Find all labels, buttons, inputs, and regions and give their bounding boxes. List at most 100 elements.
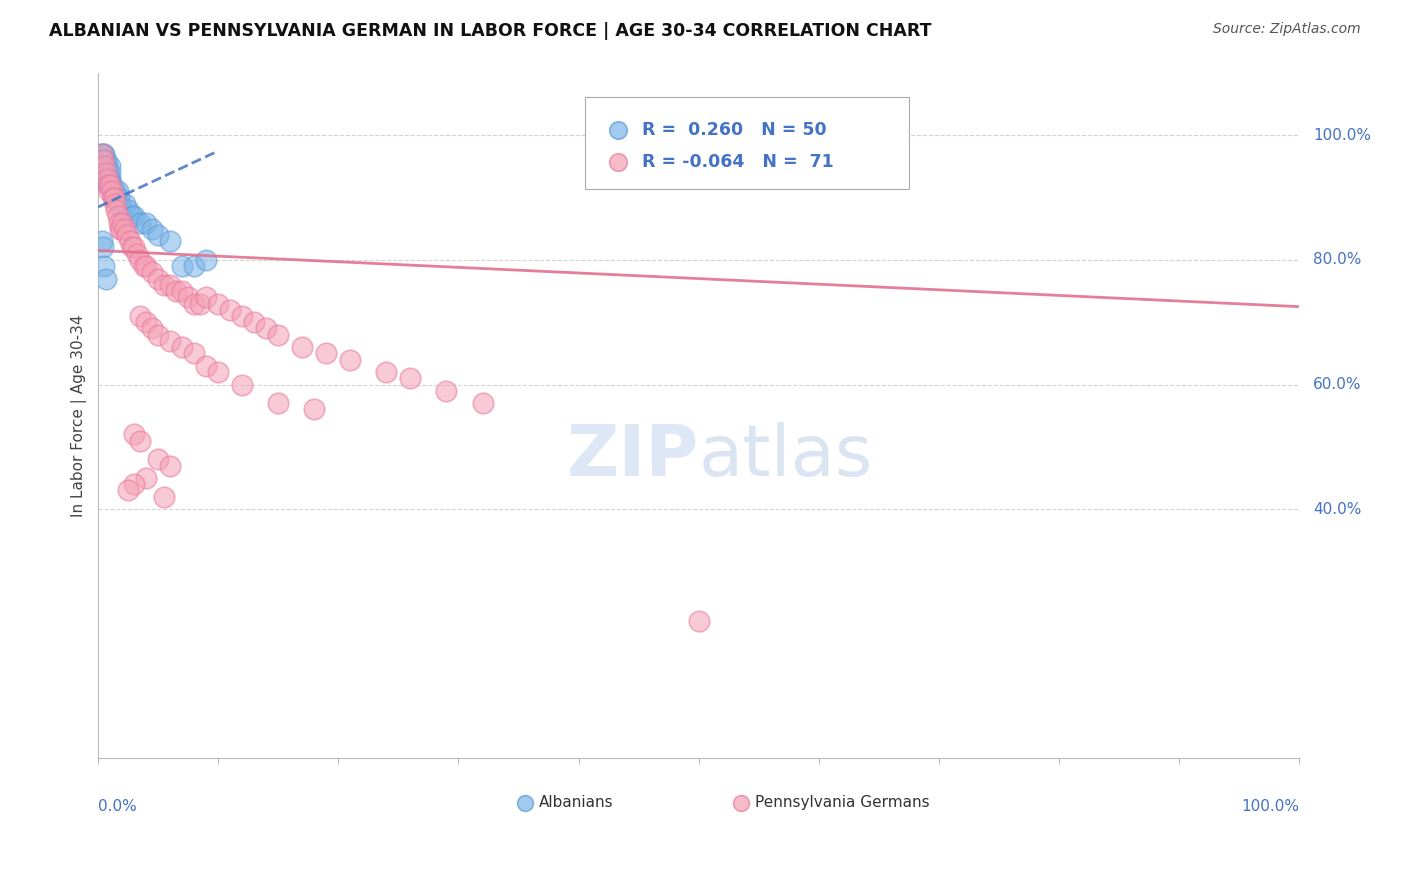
Point [94, 153, 117, 168]
Point [96, 166, 118, 180]
Point [107, 191, 129, 205]
Point [107, 215, 129, 229]
Point [291, 340, 314, 354]
Point [97, 172, 120, 186]
Point [93, 259, 115, 273]
Text: ALBANIAN VS PENNSYLVANIA GERMAN IN LABOR FORCE | AGE 30-34 CORRELATION CHART: ALBANIAN VS PENNSYLVANIA GERMAN IN LABOR… [49, 22, 932, 40]
Point [436, 384, 458, 398]
Point [148, 271, 170, 285]
Point [135, 259, 157, 273]
Point [243, 315, 266, 329]
Point [96, 160, 118, 174]
Point [183, 259, 205, 273]
Point [96, 172, 118, 186]
Point [108, 221, 131, 235]
Point [121, 209, 143, 223]
Point [141, 265, 163, 279]
Point [124, 427, 146, 442]
Point [207, 365, 229, 379]
Point [471, 396, 494, 410]
Point [117, 202, 139, 217]
Point [93, 160, 115, 174]
Point [195, 359, 218, 373]
Point [254, 321, 277, 335]
Point [688, 614, 710, 628]
Point [172, 259, 194, 273]
Text: Pennsylvania Germans: Pennsylvania Germans [755, 796, 929, 811]
Point [124, 477, 146, 491]
Point [91, 234, 114, 248]
Point [375, 365, 398, 379]
Point [159, 334, 181, 348]
Point [129, 434, 152, 448]
Point [118, 234, 141, 248]
Text: 0.0%: 0.0% [98, 799, 138, 814]
Point [159, 234, 181, 248]
Point [399, 371, 422, 385]
Point [91, 240, 114, 254]
Point [190, 296, 212, 310]
Point [93, 166, 115, 180]
Point [148, 327, 170, 342]
Point [153, 490, 176, 504]
Text: atlas: atlas [699, 422, 873, 491]
Point [195, 252, 218, 267]
Text: 40.0%: 40.0% [1313, 501, 1361, 516]
Point [94, 172, 117, 186]
Point [98, 172, 121, 186]
Point [219, 302, 242, 317]
Point [101, 191, 124, 205]
Point [117, 483, 139, 498]
Point [105, 191, 128, 205]
Point [91, 160, 114, 174]
Point [103, 191, 125, 205]
Point [207, 296, 229, 310]
Point [148, 452, 170, 467]
Point [105, 202, 128, 217]
Point [108, 197, 131, 211]
Point [135, 315, 157, 329]
Point [97, 166, 120, 180]
Point [177, 290, 200, 304]
Point [91, 153, 114, 168]
Point [93, 153, 115, 168]
Point [114, 197, 136, 211]
Point [103, 191, 125, 205]
Point [730, 792, 752, 806]
Point [97, 178, 120, 193]
Point [91, 153, 114, 168]
Point [91, 147, 114, 161]
Text: 100.0%: 100.0% [1241, 799, 1299, 814]
Point [125, 246, 148, 260]
Point [94, 160, 117, 174]
Point [98, 178, 121, 193]
Point [129, 215, 152, 229]
Point [91, 153, 114, 168]
Point [93, 147, 115, 161]
Point [110, 221, 132, 235]
Point [97, 178, 120, 193]
Point [104, 197, 127, 211]
Point [195, 290, 218, 304]
Point [153, 277, 176, 292]
Point [135, 471, 157, 485]
Point [267, 396, 290, 410]
Point [96, 172, 118, 186]
Text: 80.0%: 80.0% [1313, 252, 1361, 268]
Point [121, 240, 143, 254]
Point [165, 284, 187, 298]
Point [231, 377, 253, 392]
Point [93, 160, 115, 174]
Point [148, 227, 170, 242]
Point [183, 346, 205, 360]
Point [98, 178, 121, 193]
Text: 100.0%: 100.0% [1313, 128, 1371, 143]
Point [159, 277, 181, 292]
Point [172, 284, 194, 298]
Point [159, 458, 181, 473]
Point [104, 185, 127, 199]
Point [90, 147, 112, 161]
Text: R = -0.064   N =  71: R = -0.064 N = 71 [643, 153, 834, 171]
Point [91, 160, 114, 174]
Y-axis label: In Labor Force | Age 30-34: In Labor Force | Age 30-34 [72, 314, 87, 517]
